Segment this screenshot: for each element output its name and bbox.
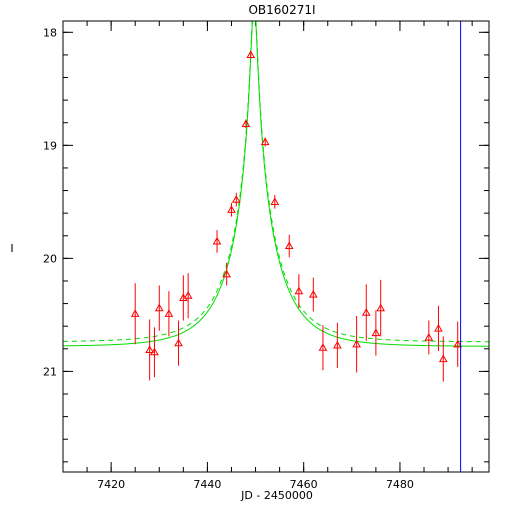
data-marker: [164, 309, 174, 317]
data-point: [434, 305, 443, 352]
y-tick-label: 18: [43, 26, 57, 39]
data-point: [352, 316, 361, 373]
x-axis-label: JD - 2450000: [240, 489, 313, 502]
data-point: [260, 137, 270, 147]
data-marker: [270, 197, 280, 205]
data-point: [183, 273, 193, 319]
data-point: [333, 322, 342, 369]
data-marker: [371, 328, 381, 337]
data-point: [227, 202, 236, 217]
data-marker: [150, 347, 159, 356]
x-tick-label: 7440: [193, 478, 221, 491]
data-marker: [183, 291, 193, 299]
data-point: [231, 192, 241, 207]
data-point: [164, 291, 174, 337]
data-point: [438, 336, 448, 382]
data-points: [130, 50, 463, 382]
data-point: [376, 279, 386, 337]
data-marker: [352, 339, 361, 348]
x-tick-label: 7460: [290, 478, 318, 491]
data-point: [453, 321, 463, 367]
data-marker: [453, 339, 463, 348]
data-point: [318, 325, 328, 371]
model-curve-dashed: [63, 20, 489, 343]
data-marker: [438, 354, 448, 363]
data-point: [212, 230, 222, 253]
data-point: [130, 283, 140, 345]
data-marker: [284, 241, 294, 250]
data-marker: [308, 290, 318, 298]
data-marker: [318, 343, 328, 351]
data-point: [222, 262, 232, 286]
data-marker: [246, 50, 256, 59]
data-marker: [222, 269, 232, 278]
data-point: [174, 320, 183, 366]
data-marker: [174, 338, 183, 347]
data-point: [424, 320, 434, 355]
data-marker: [241, 119, 251, 127]
data-point: [361, 284, 371, 341]
y-tick-label: 20: [43, 252, 57, 265]
x-tick-labels: 7420 7440 7460 7480: [97, 478, 414, 491]
data-marker: [260, 137, 270, 146]
model-curve-solid: [63, 20, 489, 347]
data-marker: [231, 195, 241, 203]
data-marker: [294, 286, 304, 295]
model-curves: [63, 20, 489, 347]
data-marker: [212, 236, 222, 245]
y-tick-label: 19: [43, 139, 57, 152]
y-axis-label: I: [10, 242, 13, 255]
data-point: [371, 310, 381, 356]
data-marker: [424, 332, 434, 341]
data-marker: [227, 205, 236, 213]
data-point: [150, 327, 159, 378]
data-marker: [434, 323, 443, 332]
data-point: [145, 319, 155, 381]
chart-title: OB160271I: [248, 3, 315, 17]
data-marker: [376, 303, 386, 312]
data-point: [241, 119, 251, 129]
data-marker: [361, 308, 371, 316]
data-point: [284, 234, 294, 258]
major-ticks: [63, 21, 489, 472]
data-marker: [130, 309, 140, 317]
y-tick-label: 21: [43, 365, 57, 378]
data-point: [246, 50, 256, 59]
x-tick-label: 7420: [97, 478, 125, 491]
y-tick-labels: 18 19 20 21: [43, 26, 57, 378]
data-point: [154, 285, 164, 331]
data-marker: [154, 303, 164, 312]
data-marker: [333, 340, 342, 349]
x-tick-label: 7480: [386, 478, 414, 491]
plot-frame: [62, 20, 490, 473]
data-point: [270, 195, 280, 209]
data-point: [294, 274, 304, 309]
data-marker: [145, 345, 155, 354]
data-point: [308, 277, 318, 312]
